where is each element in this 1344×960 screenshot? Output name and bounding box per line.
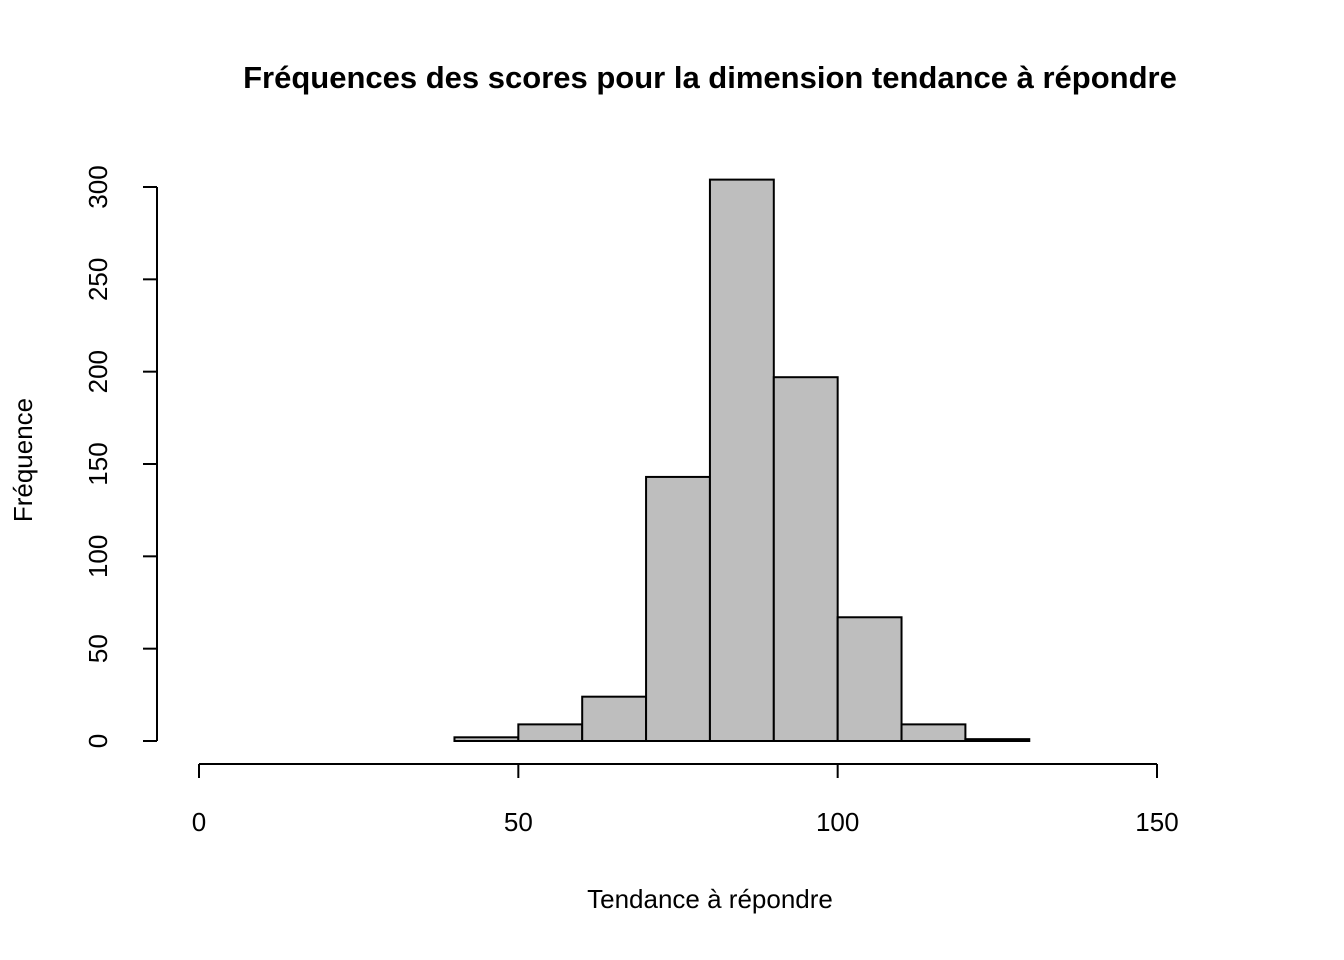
- y-tick-label: 100: [83, 535, 113, 578]
- bar: [964, 738, 1031, 742]
- bar: [645, 475, 711, 742]
- x-tick-label: 50: [504, 807, 533, 837]
- bar: [900, 723, 967, 743]
- y-tick-label: 150: [83, 442, 113, 485]
- bar: [836, 616, 903, 742]
- bar: [708, 178, 775, 742]
- bar: [453, 736, 520, 742]
- x-axis-label: Tendance à répondre: [587, 884, 833, 914]
- y-axis-label: Fréquence: [8, 398, 38, 522]
- y-tick-label: 200: [83, 350, 113, 393]
- bar: [772, 376, 839, 742]
- y-tick-label: 250: [83, 258, 113, 301]
- y-tick-label: 300: [83, 165, 113, 208]
- y-tick-label: 0: [83, 734, 113, 748]
- y-tick-label: 50: [83, 634, 113, 663]
- x-tick-label: 0: [192, 807, 206, 837]
- x-tick-label: 100: [816, 807, 859, 837]
- x-tick-label: 150: [1135, 807, 1178, 837]
- chart-title: Fréquences des scores pour la dimension …: [243, 60, 1177, 95]
- bar: [581, 695, 648, 742]
- bar: [517, 723, 584, 743]
